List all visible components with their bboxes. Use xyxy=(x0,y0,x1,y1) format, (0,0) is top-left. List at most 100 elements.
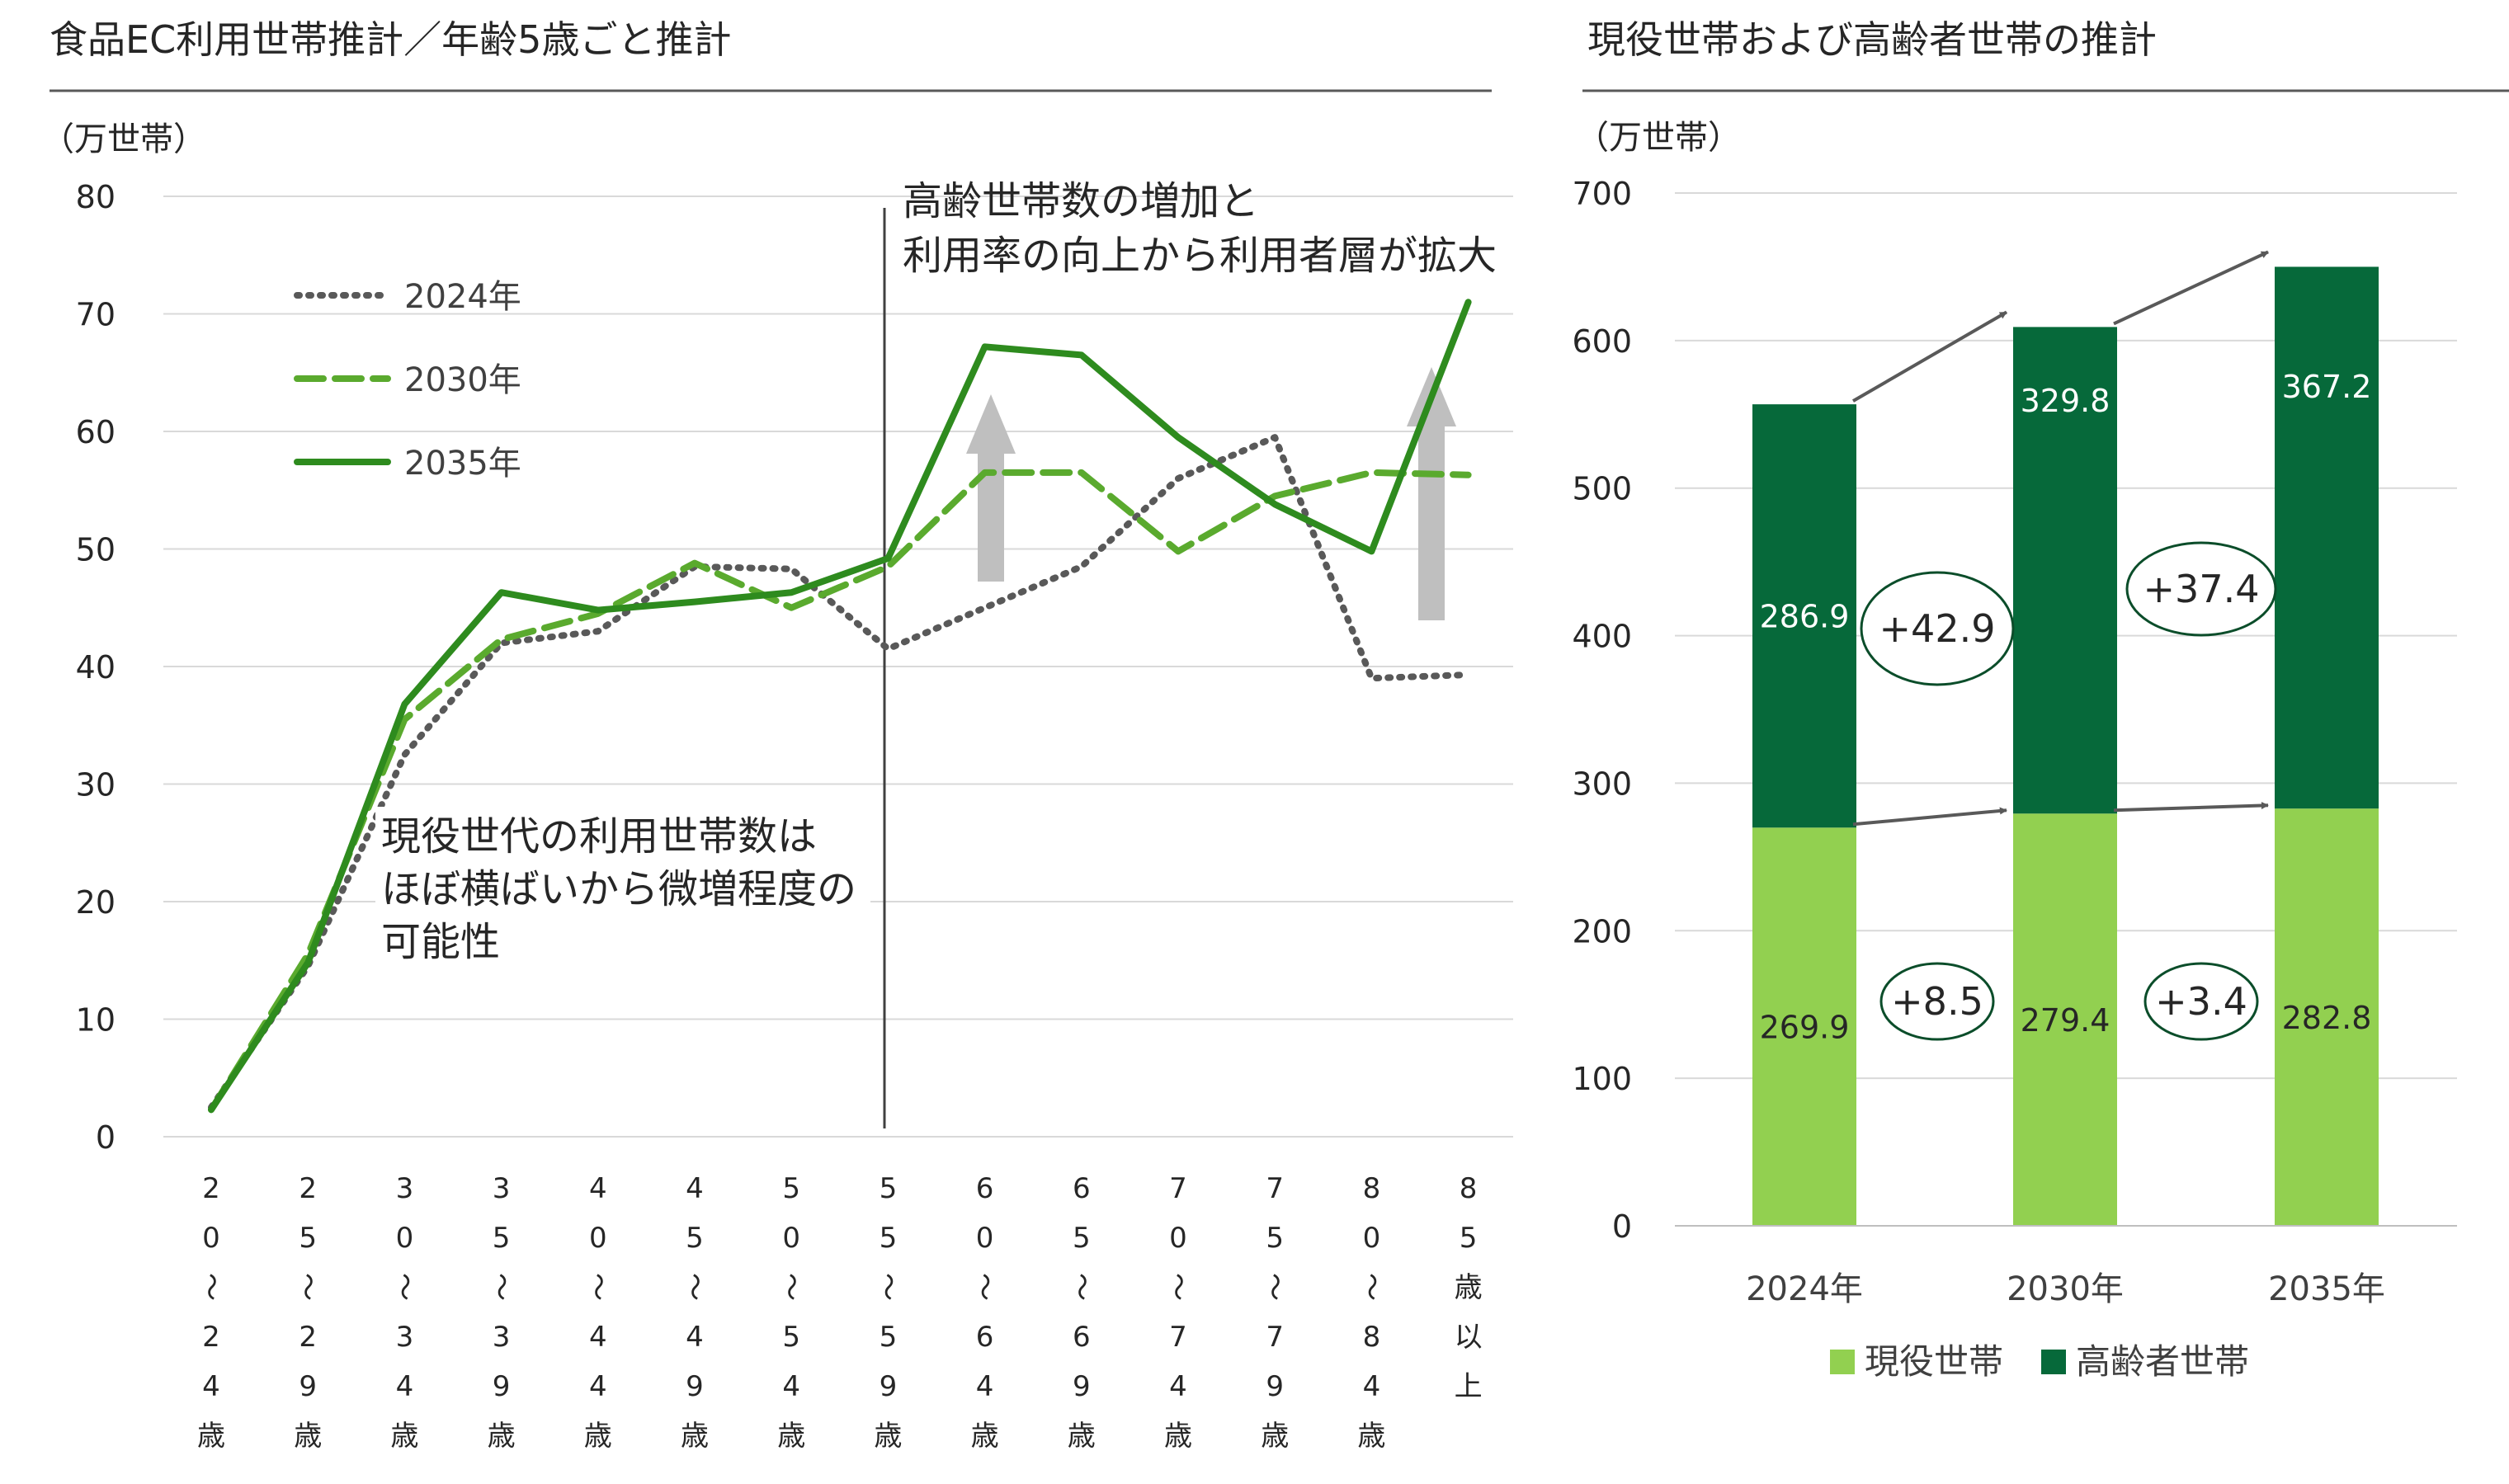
left-x-tick-char: 歳 xyxy=(1164,1420,1192,1453)
left-x-tick-char: 5 xyxy=(782,1321,800,1354)
left-x-tick-char: 4 xyxy=(976,1370,994,1403)
left-x-tick: 5 5 〜 5 9 歳 xyxy=(870,1172,903,1453)
right-y-tick: 200 xyxy=(1572,913,1632,949)
left-x-tick-char: 4 xyxy=(686,1172,704,1205)
left-x-tick-char: 5 xyxy=(880,1321,898,1354)
left-x-tick-char: 9 xyxy=(299,1370,317,1403)
left-x-tick-char: 9 xyxy=(880,1370,898,1403)
left-x-tick-char: 4 xyxy=(1169,1370,1187,1403)
right-y-tick: 0 xyxy=(1612,1208,1632,1245)
left-x-tick-char: 2 xyxy=(299,1172,317,1205)
left-x-tick-char: 2 xyxy=(299,1321,317,1354)
bar-label-working: 269.9 xyxy=(1760,1010,1850,1046)
left-x-tick-char: 7 xyxy=(1169,1172,1187,1205)
left-x-tick: 2 5 〜 2 9 歳 xyxy=(290,1172,323,1453)
left-x-tick-char: 3 xyxy=(493,1172,511,1205)
left-x-tick-char: 〜 xyxy=(484,1273,517,1301)
annotation-lower: 現役世代の利用世帯数は ほぼ横ばいから微増程度の 可能性 xyxy=(375,807,870,972)
left-x-tick-char: 0 xyxy=(202,1222,220,1255)
left-x-tick: 7 5 〜 7 9 歳 xyxy=(1257,1172,1290,1453)
left-x-tick-char: 5 xyxy=(1073,1222,1091,1255)
right-y-tick: 500 xyxy=(1572,471,1632,507)
left-x-tick-char: 〜 xyxy=(290,1273,323,1301)
left-y-tick: 60 xyxy=(76,414,116,450)
left-x-tick-char: 4 xyxy=(589,1172,607,1205)
left-x-tick-char: 歳 xyxy=(197,1420,225,1453)
increment-ellipse xyxy=(2125,541,2277,637)
bar-label-elderly: 286.9 xyxy=(1760,599,1850,635)
series-line-2030年 xyxy=(208,469,1472,1114)
bar-elderly xyxy=(1752,404,1856,828)
left-y-tick: 30 xyxy=(76,767,116,803)
left-x-tick: 4 5 〜 4 9 歳 xyxy=(677,1172,710,1453)
legend-label-高齢者世帯: 高齢者世帯 xyxy=(2076,1341,2249,1382)
left-x-tick: 4 0 〜 4 4 歳 xyxy=(581,1172,614,1453)
bar-label-working: 279.4 xyxy=(2021,1002,2110,1039)
left-x-tick-char: 〜 xyxy=(387,1273,420,1301)
left-x-tick: 8 5 歳以上 xyxy=(1455,1172,1483,1403)
increment-badge: +3.4 xyxy=(2143,962,2259,1041)
left-x-tick-char: 5 xyxy=(686,1222,704,1255)
left-x-tick-char: 3 xyxy=(493,1321,511,1354)
left-x-tick-labels: 20〜24歳25〜29歳30〜34歳35〜39歳40〜44歳45〜49歳50〜5… xyxy=(194,1172,1483,1453)
bar-label-working: 282.8 xyxy=(2282,1000,2372,1036)
left-x-tick-char: 歳 xyxy=(1455,1271,1483,1304)
left-x-tick-char: 歳 xyxy=(1068,1420,1096,1453)
annotation-upper-line-1: 高齢世帯数の増加と xyxy=(903,178,1259,224)
left-x-tick-char: 〜 xyxy=(581,1273,614,1301)
left-x-tick-char: 5 xyxy=(493,1222,511,1255)
left-y-tick: 50 xyxy=(76,532,116,568)
left-x-tick-char: 7 xyxy=(1169,1321,1187,1354)
left-x-tick-char: 9 xyxy=(1073,1370,1091,1403)
series-line-2024年 xyxy=(208,434,1472,1111)
left-x-tick-char: 歳 xyxy=(874,1420,902,1453)
annotation-lower-line-1: 現役世代の利用世帯数は xyxy=(381,813,817,860)
trend-arrow-elderly xyxy=(2113,250,2269,326)
left-x-tick: 3 5 〜 3 9 歳 xyxy=(484,1172,517,1453)
right-increment-labels: +42.9 +37.4 +8.5 +3.4 xyxy=(1860,541,2277,1041)
right-x-tick-labels: 2024年 2030年 2035年 xyxy=(1746,1270,2385,1308)
right-stacked-bars: 269.9 286.9 279.4 329.8 282.8 367.2 xyxy=(1675,266,2457,1227)
left-x-tick-char: 0 xyxy=(782,1222,800,1255)
legend-swatch-高齢者世帯 xyxy=(2041,1350,2066,1374)
left-unit-label: （万世帯） xyxy=(41,120,206,158)
bar-elderly xyxy=(2275,266,2379,809)
left-legend: 2024年 2030年 2035年 xyxy=(294,278,521,483)
left-x-tick-char: 〜 xyxy=(1064,1273,1097,1301)
legend-label-2030年: 2030年 xyxy=(404,361,521,399)
bar-working xyxy=(2013,813,2117,1226)
bar-label-elderly: 367.2 xyxy=(2282,369,2372,405)
bar-elderly xyxy=(2013,327,2117,814)
left-x-tick: 5 0 〜 5 4 歳 xyxy=(774,1172,807,1453)
left-x-tick-char: 4 xyxy=(686,1321,704,1354)
left-x-tick-char: 4 xyxy=(589,1370,607,1403)
left-x-tick-char: 5 xyxy=(1460,1222,1478,1255)
left-y-tick: 70 xyxy=(76,297,116,333)
left-x-tick-char: 7 xyxy=(1266,1321,1284,1354)
left-x-tick-char: 4 xyxy=(396,1370,414,1403)
growth-arrow xyxy=(966,394,1016,582)
legend-swatch-現役世帯 xyxy=(1830,1350,1855,1374)
left-gridlines xyxy=(163,196,1513,1138)
left-x-tick-char: 歳 xyxy=(390,1420,418,1453)
left-x-tick: 6 0 〜 6 4 歳 xyxy=(968,1172,1001,1453)
left-x-tick-char: 歳 xyxy=(971,1420,999,1453)
right-y-tick: 700 xyxy=(1572,176,1632,212)
left-x-tick-char: 以 xyxy=(1455,1321,1483,1354)
left-x-tick-char: 5 xyxy=(880,1222,898,1255)
left-x-tick-char: 9 xyxy=(686,1370,704,1403)
right-x-tick: 2030年 xyxy=(2007,1270,2124,1308)
right-y-tick-labels: 0 100 200 300 400 500 600 700 xyxy=(1572,176,1632,1245)
right-unit-label: （万世帯） xyxy=(1576,119,1741,157)
legend-label-現役世帯: 現役世帯 xyxy=(1865,1341,2003,1382)
left-x-tick-char: 〜 xyxy=(1161,1273,1194,1301)
annotation-upper-line-2: 利用率の向上から利用者層が拡大 xyxy=(903,233,1497,279)
left-y-tick: 80 xyxy=(76,179,116,215)
left-x-tick: 3 0 〜 3 4 歳 xyxy=(387,1172,420,1453)
left-x-tick-char: 上 xyxy=(1455,1370,1483,1403)
left-x-tick-char: 4 xyxy=(1363,1370,1381,1403)
left-x-tick-char: 0 xyxy=(1363,1222,1381,1255)
left-x-tick-char: 4 xyxy=(589,1321,607,1354)
left-x-tick-char: 〜 xyxy=(677,1273,710,1301)
